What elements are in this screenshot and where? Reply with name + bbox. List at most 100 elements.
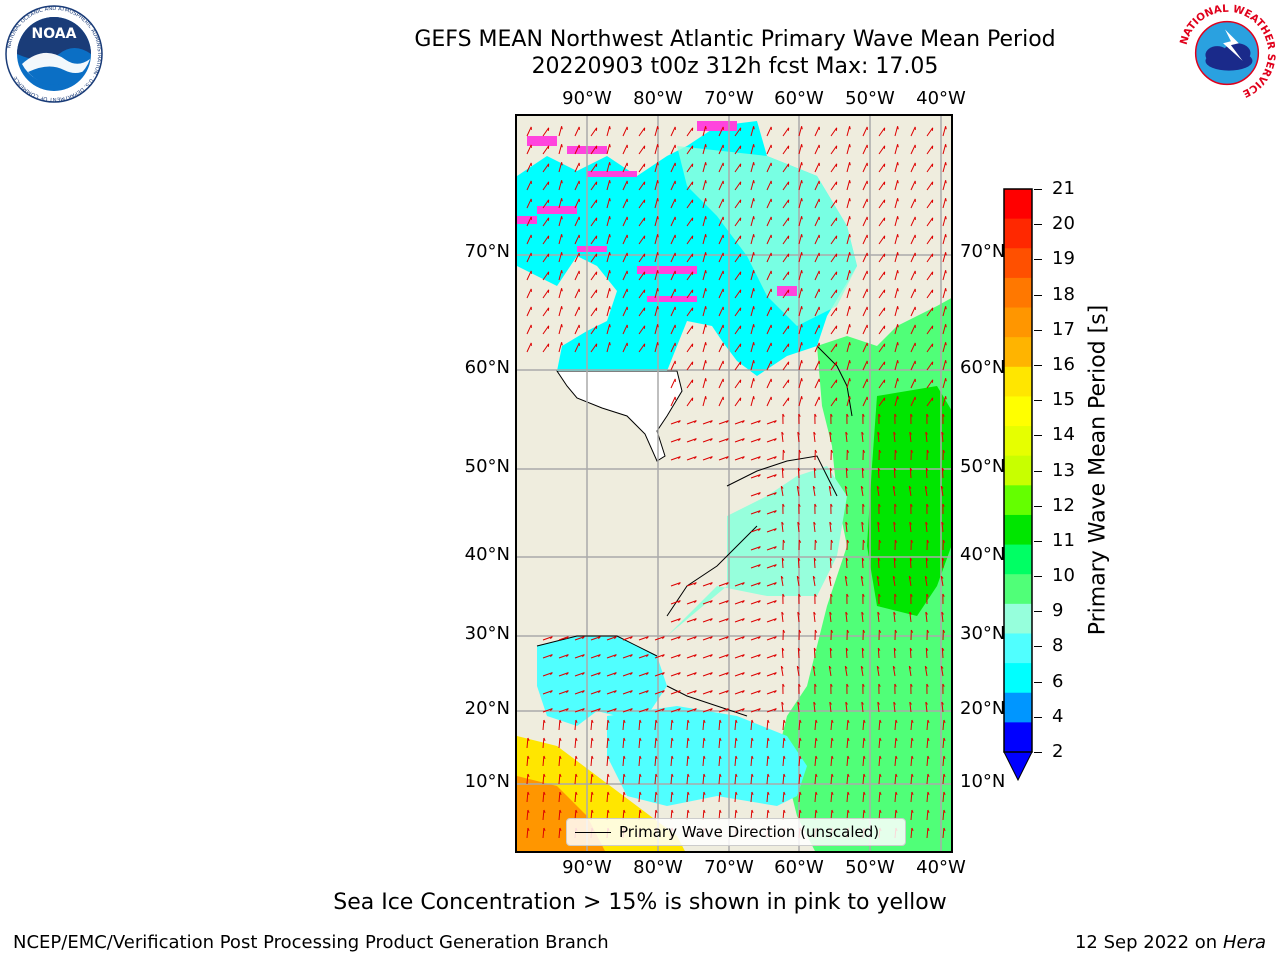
wave-arrow bbox=[750, 288, 755, 299]
wave-arrow-head bbox=[582, 690, 585, 694]
wave-arrow bbox=[829, 467, 832, 479]
wave-arrow bbox=[670, 737, 673, 749]
wave-arrow bbox=[845, 647, 848, 659]
wave-arrow-head bbox=[897, 180, 899, 184]
wave-arrow-head bbox=[861, 701, 864, 705]
wave-arrow-head bbox=[758, 618, 761, 622]
wave-arrow-head bbox=[591, 737, 594, 741]
wave-arrow-head bbox=[924, 665, 928, 669]
wave-arrow-head bbox=[726, 456, 729, 460]
wave-arrow-head bbox=[860, 575, 864, 579]
wave-arrow bbox=[766, 198, 772, 209]
wave-arrow bbox=[909, 557, 912, 569]
wave-arrow bbox=[830, 181, 838, 191]
wave-arrow bbox=[846, 126, 851, 137]
wave-arrow bbox=[878, 737, 881, 749]
wave-arrow-head bbox=[895, 719, 898, 723]
wave-arrow-head bbox=[609, 180, 611, 184]
wave-arrow-head bbox=[623, 737, 626, 741]
wave-arrow bbox=[798, 737, 801, 749]
wave-arrow bbox=[654, 324, 659, 335]
wave-arrow-head bbox=[774, 474, 777, 478]
wave-arrow-head bbox=[942, 539, 946, 543]
wave-arrow bbox=[846, 791, 849, 803]
wave-arrow-head bbox=[527, 755, 530, 759]
wave-arrow bbox=[940, 576, 944, 587]
wave-arrow-head bbox=[801, 198, 803, 202]
wave-arrow bbox=[845, 522, 848, 533]
wave-arrow bbox=[574, 324, 580, 335]
wave-arrow-head bbox=[751, 719, 754, 723]
wave-arrow bbox=[670, 144, 676, 155]
wave-arrow-head bbox=[847, 755, 850, 759]
wave-arrow bbox=[782, 181, 790, 191]
wave-arrow bbox=[606, 791, 609, 803]
wave-arrow bbox=[876, 486, 880, 497]
wave-arrow bbox=[846, 719, 849, 731]
wave-arrow-head bbox=[678, 582, 681, 586]
wave-arrow-head bbox=[780, 575, 784, 579]
wave-arrow bbox=[574, 708, 585, 713]
wave-arrow bbox=[702, 378, 707, 389]
wave-arrow bbox=[942, 306, 947, 317]
wave-arrow-head bbox=[678, 690, 681, 694]
wave-arrow-head bbox=[657, 126, 659, 130]
wave-arrow bbox=[718, 234, 724, 245]
noaa-logo: NATIONAL OCEANIC AND ATMOSPHERIC ADMINIS… bbox=[4, 4, 104, 108]
coastlines bbox=[536, 345, 853, 717]
colorbar-tick bbox=[1034, 224, 1042, 226]
wave-arrow bbox=[798, 306, 803, 317]
wave-arrow bbox=[622, 654, 633, 659]
wave-arrow bbox=[606, 324, 611, 335]
wave-arrow-head bbox=[862, 539, 866, 543]
wave-arrow bbox=[702, 342, 707, 353]
colorbar-tick bbox=[1034, 611, 1042, 613]
wave-arrow bbox=[845, 702, 848, 713]
hudson-bay-area bbox=[556, 370, 683, 462]
wave-arrow-head bbox=[783, 809, 786, 813]
wave-arrow-head bbox=[911, 719, 914, 723]
wave-arrow-head bbox=[742, 654, 745, 658]
wave-arrow bbox=[862, 342, 868, 353]
wave-arrow-head bbox=[925, 521, 928, 525]
wave-arrow bbox=[926, 235, 934, 245]
wave-arrow bbox=[542, 307, 550, 317]
wave-arrow bbox=[622, 342, 628, 353]
wave-arrow-head bbox=[607, 719, 610, 723]
wave-arrow bbox=[862, 324, 868, 335]
wave-arrow-head bbox=[831, 809, 834, 813]
wave-arrow bbox=[638, 737, 641, 749]
wave-arrow-head bbox=[781, 431, 784, 435]
wave-arrow bbox=[782, 343, 790, 353]
wave-arrow bbox=[878, 235, 886, 245]
wave-arrow-head bbox=[742, 420, 745, 424]
wave-arrow bbox=[910, 306, 916, 317]
wave-arrow bbox=[702, 600, 713, 605]
wave-arrow bbox=[638, 791, 641, 803]
wave-arrow-head bbox=[753, 288, 755, 292]
wave-arrow bbox=[750, 306, 755, 317]
wave-arrow bbox=[876, 666, 880, 677]
wave-arrow-head bbox=[927, 791, 930, 795]
wave-arrow bbox=[542, 289, 550, 299]
wave-arrow-head bbox=[814, 683, 817, 687]
wave-arrow bbox=[718, 654, 729, 659]
wave-arrow-head bbox=[559, 791, 562, 795]
wave-arrow bbox=[654, 737, 657, 749]
wave-arrow bbox=[925, 522, 928, 533]
wave-arrow bbox=[686, 420, 697, 425]
wave-arrow-head bbox=[847, 773, 850, 777]
wave-arrow bbox=[814, 719, 817, 731]
wave-arrow-head bbox=[719, 737, 722, 741]
colorbar-tick bbox=[1034, 470, 1042, 472]
wave-arrow-head bbox=[909, 521, 912, 525]
colorbar-tick-label: 2 bbox=[1052, 741, 1064, 762]
wave-arrow bbox=[766, 510, 777, 515]
wave-arrow bbox=[893, 467, 896, 479]
wave-arrow bbox=[734, 307, 742, 317]
wave-arrow bbox=[782, 773, 785, 785]
wave-arrow bbox=[877, 612, 880, 623]
wave-arrow bbox=[606, 198, 611, 209]
wave-arrow bbox=[893, 522, 896, 533]
wave-arrow-head bbox=[753, 216, 755, 220]
